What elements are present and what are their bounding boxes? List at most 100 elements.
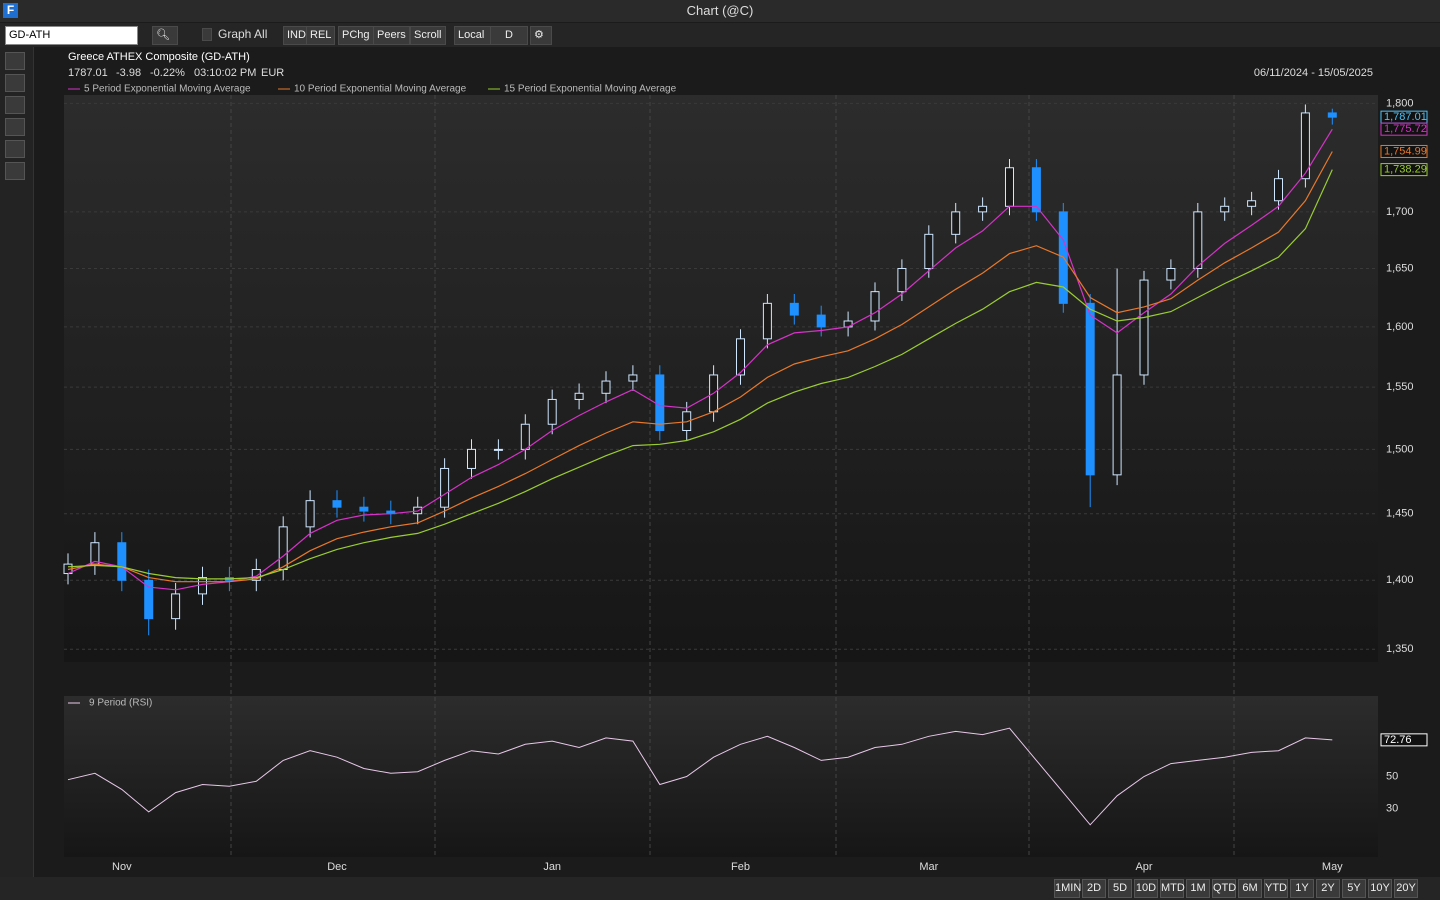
- symbol-input[interactable]: GD-ATH: [5, 26, 138, 45]
- sidebar: [0, 47, 34, 877]
- candle-body: [628, 374, 638, 382]
- candle-body: [547, 398, 557, 425]
- month-dividers: [230, 95, 1235, 857]
- legend-label: 10 Period Exponential Moving Average: [294, 84, 467, 95]
- y-tick-label: 1,400: [1386, 574, 1414, 586]
- candle-body: [467, 448, 476, 469]
- rsi-line: [67, 727, 1333, 826]
- range-button[interactable]: 1Y: [1290, 879, 1314, 898]
- graph-all-checkbox[interactable]: [202, 28, 212, 41]
- candle-body: [332, 500, 342, 508]
- ema-line: [67, 169, 1333, 580]
- candle-body: [574, 392, 584, 400]
- range-button[interactable]: 10D: [1134, 879, 1158, 898]
- y-tick-label: 50: [1386, 770, 1398, 782]
- candle-body: [251, 568, 261, 581]
- ema-end-label-box: [1380, 144, 1428, 158]
- candle-body: [493, 448, 503, 451]
- candle-body: [924, 233, 934, 270]
- ema-end-label-text: 1,754.99: [1384, 145, 1427, 157]
- range-button[interactable]: 6M: [1238, 879, 1262, 898]
- ema-end-label: 1,738.29: [1380, 163, 1428, 177]
- x-tick-label: Apr: [1135, 861, 1152, 873]
- candle-body: [897, 268, 907, 293]
- tool-icon[interactable]: [5, 162, 25, 180]
- range-button[interactable]: 20Y: [1394, 879, 1418, 898]
- candle-body: [440, 467, 450, 508]
- range-bar: 1MIN 2D 5D 10D MTD 1M QTD 6M YTD 1Y 2Y 5Y 10Y 20Y: [0, 877, 1440, 900]
- candle-body: [171, 593, 181, 620]
- candle-body: [359, 506, 369, 512]
- candle-body: [1300, 112, 1310, 180]
- candle-body: [305, 500, 315, 528]
- x-tick-label: May: [1322, 861, 1343, 873]
- candle-body: [1112, 374, 1122, 476]
- local-button[interactable]: Local: [454, 26, 492, 45]
- range-button[interactable]: 1M: [1186, 879, 1210, 898]
- candle-body: [762, 302, 772, 340]
- currency: EUR: [261, 67, 284, 79]
- search-button[interactable]: 🔍︎: [152, 26, 178, 45]
- x-tick-label: Mar: [919, 861, 938, 873]
- quote-time: 03:10:02 PM: [194, 67, 256, 79]
- candle-body: [951, 211, 961, 235]
- rsi-end-label-box: [1380, 733, 1428, 747]
- toolbar: GD-ATH 🔍︎ Graph All IND REL PChg Peers S…: [0, 23, 1440, 47]
- scroll-button[interactable]: Scroll: [410, 26, 446, 45]
- app-logo: F: [3, 3, 18, 18]
- candle-body: [682, 411, 692, 431]
- y-tick-label: 1,550: [1386, 381, 1414, 393]
- range-button[interactable]: 2Y: [1316, 879, 1340, 898]
- range-button[interactable]: YTD: [1264, 879, 1288, 898]
- y-tick-label: 1,800: [1386, 97, 1414, 109]
- candle-body: [278, 526, 288, 570]
- range-button[interactable]: 10Y: [1368, 879, 1392, 898]
- candle-body: [1166, 268, 1176, 281]
- rsi-end-label-text: 72.76: [1384, 734, 1412, 746]
- rsi-panel: [64, 696, 1378, 857]
- tool-icon[interactable]: [5, 140, 25, 158]
- candle-body: [117, 542, 127, 581]
- candle-body: [1085, 302, 1095, 476]
- candle-body: [1193, 211, 1203, 270]
- ema-line: [67, 128, 1333, 591]
- y-tick-label: 1,350: [1386, 643, 1414, 655]
- last-price-label: 1,787.01: [1380, 110, 1428, 124]
- y-tick-label: 1,500: [1386, 443, 1414, 455]
- range-button[interactable]: MTD: [1160, 879, 1185, 898]
- candle-body: [144, 579, 154, 620]
- tool-icon[interactable]: [5, 52, 25, 70]
- period-button[interactable]: D: [490, 26, 528, 45]
- tool-icon[interactable]: [5, 118, 25, 136]
- settings-button[interactable]: ⚙: [530, 26, 552, 45]
- tool-icon[interactable]: [5, 96, 25, 114]
- candle-body: [789, 302, 799, 316]
- candle-body: [870, 291, 880, 322]
- range-button[interactable]: 5D: [1108, 879, 1132, 898]
- candle-body: [816, 314, 826, 328]
- ema-end-label-text: 1,738.29: [1384, 164, 1427, 176]
- candle-body: [1139, 279, 1149, 376]
- ema-end-label: 1,775.72: [1380, 122, 1428, 136]
- range-button[interactable]: QTD: [1212, 879, 1236, 898]
- range-button[interactable]: 5Y: [1342, 879, 1366, 898]
- ema-end-label-text: 1,775.72: [1384, 123, 1427, 135]
- y-tick-label: 1,700: [1386, 206, 1414, 218]
- tool-icon[interactable]: [5, 74, 25, 92]
- y-tick-label: 30: [1386, 803, 1398, 815]
- candle-body: [655, 374, 665, 431]
- ema-line: [67, 151, 1333, 583]
- x-tick-label: Dec: [327, 861, 347, 873]
- range-button[interactable]: 1MIN: [1054, 879, 1081, 898]
- range-button[interactable]: 2D: [1082, 879, 1106, 898]
- x-tick-label: Nov: [112, 861, 132, 873]
- rsi-end-label: 72.76: [1380, 733, 1428, 747]
- peers-button[interactable]: Peers: [373, 26, 410, 45]
- candle-body: [978, 205, 988, 213]
- ema-end-label-box: [1380, 163, 1428, 177]
- pchg-button[interactable]: PChg: [338, 26, 374, 45]
- last-price-label-text: 1,787.01: [1384, 111, 1427, 123]
- rel-button[interactable]: REL: [306, 26, 336, 45]
- date-range: 06/11/2024 - 15/05/2025: [1254, 67, 1373, 79]
- ema-end-label-box: [1380, 122, 1428, 136]
